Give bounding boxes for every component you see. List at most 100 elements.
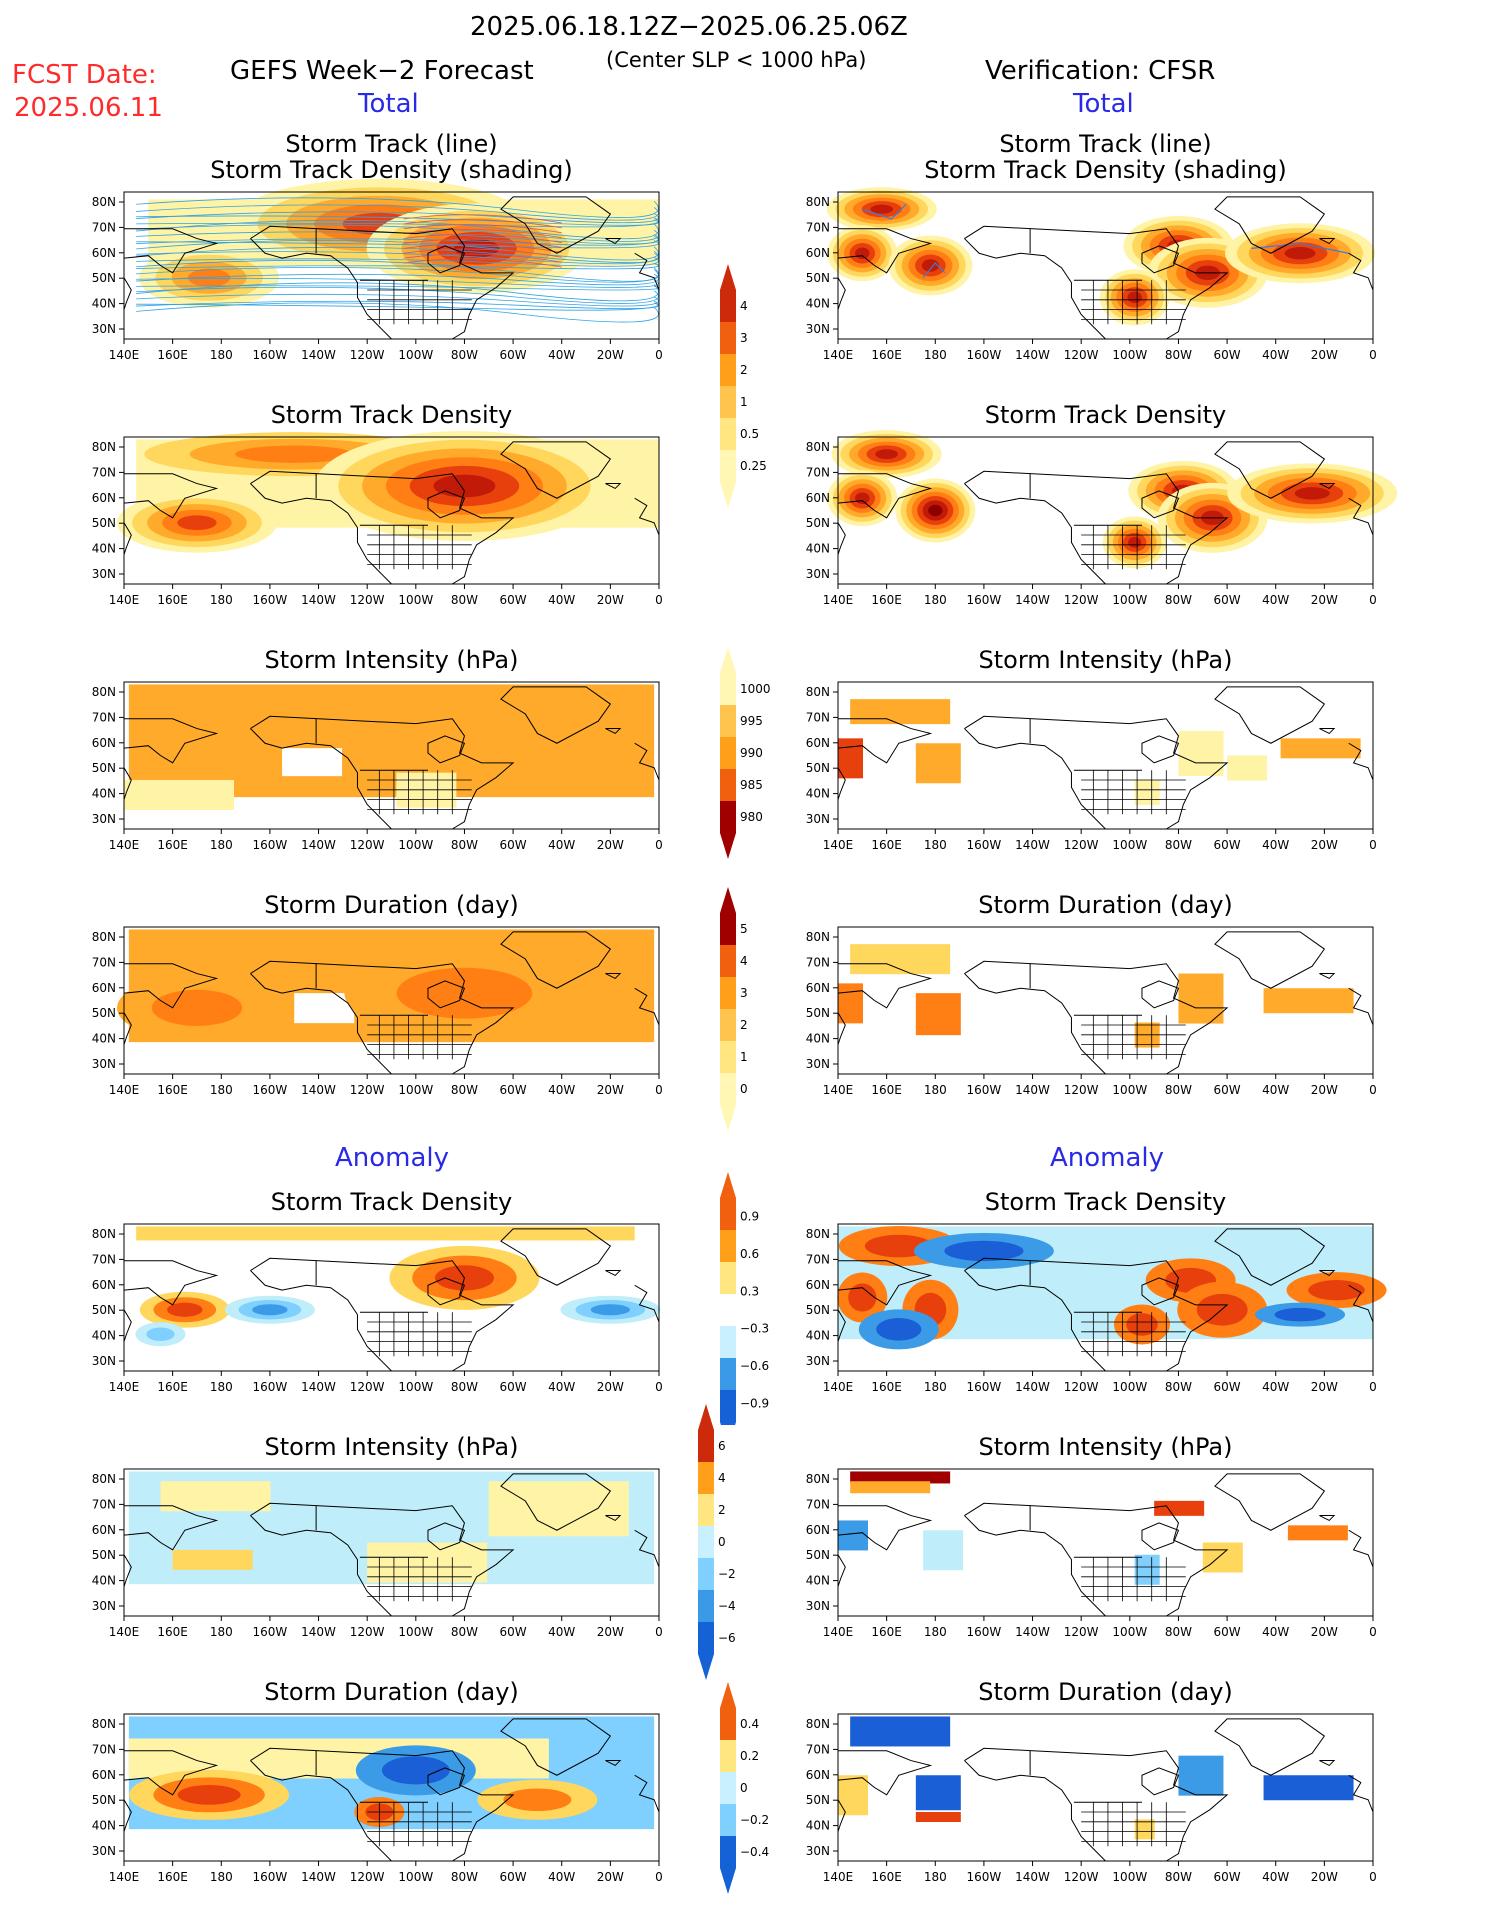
iceland-outline: [605, 1760, 622, 1767]
lon-tick-label: 100W: [1112, 1380, 1147, 1394]
duration-pacific: [116, 975, 277, 1040]
anom-arctic-weak-positive: [160, 1481, 271, 1512]
north-america-west-coast: [250, 973, 392, 1075]
track-line: [136, 286, 659, 304]
coastline: [837, 196, 1374, 340]
lon-tick-label: 80W: [451, 593, 478, 607]
lon-tick-label: 60W: [500, 1870, 527, 1884]
lon-tick-label: 40W: [1262, 1083, 1289, 1097]
coastline: [837, 1228, 1374, 1372]
north-america-west-coast: [964, 238, 1106, 340]
intensity-field: [128, 684, 655, 798]
colorbar-total-duration: 5 4 3 2 1 0: [720, 887, 748, 1131]
lon-tick-label: 160E: [157, 838, 188, 852]
fcst-date-label: FCST Date:: [12, 60, 157, 90]
colorbar-total-density: 4 3 2 1 0.5 0.25: [720, 264, 767, 508]
track-line: [136, 273, 659, 286]
europe-coast: [1348, 987, 1374, 1026]
hudson-bay-outline: [427, 735, 466, 764]
lat-tick-label: 70N: [92, 220, 116, 234]
greenland-outline: [1214, 931, 1326, 989]
lon-tick-label: 120W: [1064, 348, 1099, 362]
intensity-arctic: [850, 699, 951, 725]
anom-maritime-positive: [1177, 1281, 1268, 1338]
title-anom-duration-left: Storm Duration (day): [264, 1678, 519, 1706]
europe-coast: [634, 742, 660, 781]
lon-tick-label: 40W: [548, 1083, 575, 1097]
axes: 140E 160E 180 160W 140W 120W 100W 80W 60W 40W 20W 0…: [806, 1468, 1377, 1639]
colorbar-segment: [720, 1294, 736, 1326]
iceland-outline: [1319, 973, 1336, 980]
colorbar-label: 1000: [740, 682, 771, 696]
lon-tick-label: 100W: [1112, 593, 1147, 607]
density-core-pacific-level: [177, 515, 217, 531]
map-frame: [123, 1223, 660, 1372]
lon-tick-label: 120W: [350, 1870, 385, 1884]
lat-tick-label: 40N: [806, 542, 830, 556]
us-state-lines: [367, 280, 472, 325]
anom-pacific-negative-level: [876, 1318, 922, 1341]
north-america-east-coast: [964, 1502, 1229, 1617]
lon-tick-label: 40W: [1262, 1625, 1289, 1639]
map-frame: [837, 681, 1374, 830]
track-line: [403, 258, 562, 268]
anom-japan-negative-level: [146, 1327, 175, 1342]
track-line: [136, 257, 659, 267]
density-spot-bering-level: [921, 259, 940, 272]
us-state-lines: [1081, 1015, 1186, 1060]
iceland-outline: [1319, 1515, 1336, 1522]
lon-tick-label: 140W: [1015, 348, 1050, 362]
track-line: [136, 263, 659, 270]
lon-tick-label: 140W: [301, 348, 336, 362]
anom-atlantic-positive-level: [503, 1788, 572, 1812]
us-state-lines: [1081, 525, 1186, 570]
lon-tick-label: 140W: [301, 1083, 336, 1097]
europe-coast: [1348, 1284, 1374, 1323]
track-line: [136, 300, 659, 311]
lat-tick-label: 80N: [92, 1227, 116, 1241]
track-line: [862, 203, 907, 220]
lon-tick-label: 20W: [597, 593, 624, 607]
colorbar-segment: [720, 1390, 736, 1422]
lon-tick-label: 80W: [1165, 1625, 1192, 1639]
lat-tick-label: 40N: [806, 1574, 830, 1588]
lon-tick-label: 140W: [301, 1625, 336, 1639]
lat-tick-label: 50N: [92, 1303, 116, 1317]
lat-tick-label: 80N: [806, 930, 830, 944]
lon-tick-label: 20W: [1311, 1870, 1338, 1884]
duration-gap: [294, 993, 355, 1024]
north-america-west-coast: [250, 238, 392, 340]
colorbar-label: −0.4: [740, 1845, 769, 1859]
lon-tick-label: 140W: [301, 1380, 336, 1394]
colorbar-label: 6: [718, 1439, 726, 1453]
colorbar-body: 1000 995 990 985 980: [720, 647, 771, 859]
lon-tick-label: 160E: [157, 1083, 188, 1097]
track-line: [136, 197, 659, 218]
title-anom-duration-right: Storm Duration (day): [978, 1678, 1233, 1706]
lon-tick-label: 20W: [1311, 1625, 1338, 1639]
lon-tick-label: 160E: [871, 838, 902, 852]
colorbar-label: 0.25: [740, 459, 767, 473]
map-frame: [123, 191, 660, 340]
anom-atlantic-positive: [477, 1779, 598, 1820]
colorbar-label: 0.5: [740, 427, 759, 441]
lon-tick-label: 160E: [157, 1625, 188, 1639]
lon-tick-label: 140W: [1015, 1870, 1050, 1884]
lon-tick-label: 0: [1369, 1625, 1377, 1639]
colorbar-segment: [720, 1708, 736, 1740]
anom-plains-negative: [1134, 1554, 1160, 1585]
anom-arctic-strong-positive: [850, 1471, 951, 1484]
lon-tick-label: 100W: [1112, 838, 1147, 852]
track-line: [922, 262, 946, 279]
title-duration-right: Storm Duration (day): [978, 891, 1233, 919]
colorbar-label: 0: [718, 1535, 726, 1549]
greenland-outline: [500, 686, 612, 744]
total-label-left: Total: [358, 89, 419, 119]
lon-tick-label: 120W: [1064, 1380, 1099, 1394]
japan-coast: [123, 1799, 132, 1832]
europe-coast: [634, 987, 660, 1026]
colorbar-segment: [698, 1622, 714, 1654]
lon-tick-label: 180: [924, 1870, 947, 1884]
us-state-lines: [1081, 280, 1186, 325]
lon-tick-label: 60W: [500, 593, 527, 607]
